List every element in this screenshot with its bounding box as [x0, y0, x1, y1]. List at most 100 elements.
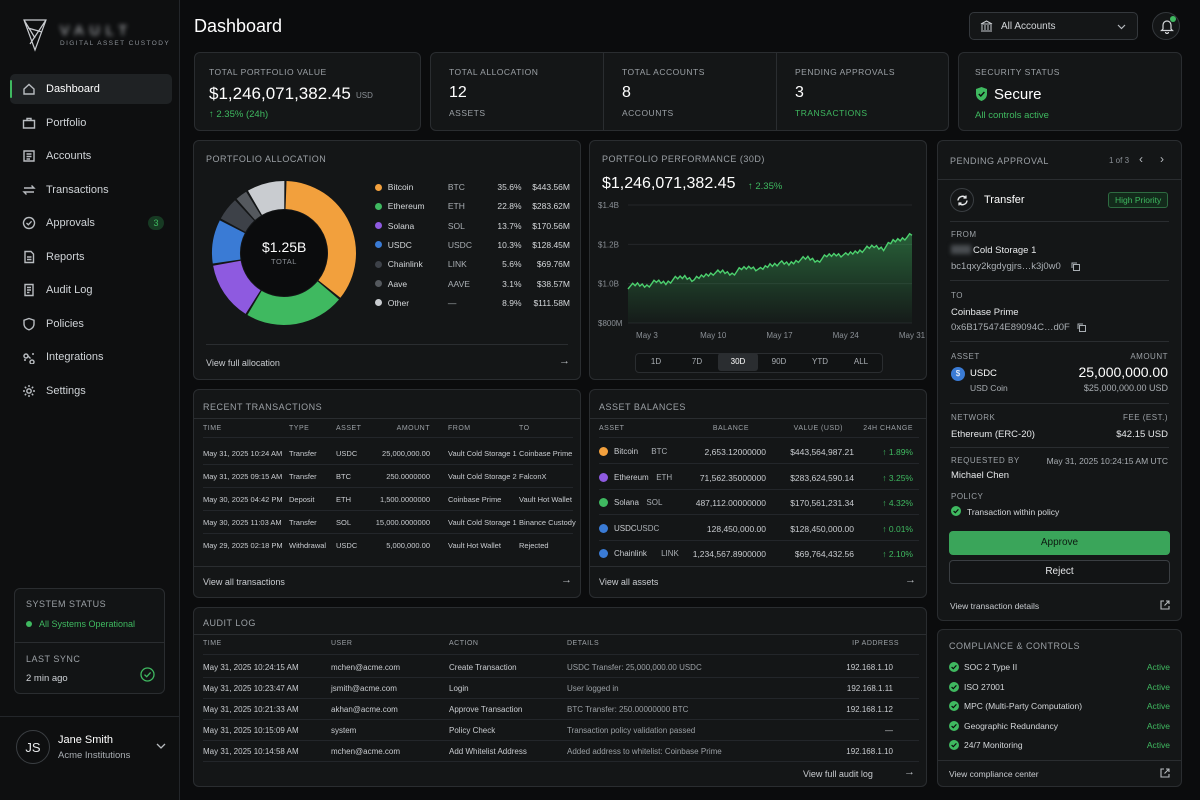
asset-ticker: ETH [447, 201, 465, 212]
table-row[interactable]: May 29, 2025 02:18 PM Withdrawal USDC 5,000… [203, 534, 573, 557]
sidebar-item-dashboard[interactable]: Dashboard [10, 74, 172, 104]
range-7d-button[interactable]: 7D [691, 357, 703, 366]
sidebar-item-label: Audit Log [46, 284, 93, 296]
view-all-assets-link[interactable]: View all assets [599, 577, 659, 587]
table-row[interactable]: Solana SOL 487,112.00000000 $170,561,231.34… [599, 490, 919, 515]
chevron-down-icon[interactable] [156, 742, 166, 750]
column-header: TIME [203, 640, 222, 647]
table-header-row: TIME USER ACTION DETAILS IP ADDRESS [203, 635, 919, 655]
allocation-legend-row: Ethereum ETH 22.8% $283.62M [375, 199, 570, 213]
kpi-pending-sub[interactable]: TRANSACTIONS [795, 108, 868, 118]
kpi-portfolio-unit: USD [356, 91, 373, 100]
range-1d-button[interactable]: 1D [650, 357, 662, 366]
range-30d-button[interactable]: 30D [718, 353, 758, 371]
table-row[interactable]: USDC USDC 128,450,000.00 $128,450,000.00 ↑ 0… [599, 516, 919, 541]
chevron-right-icon[interactable]: › [1160, 152, 1164, 166]
table-cell: mchen@acme.com [331, 747, 401, 756]
table-row[interactable]: Bitcoin BTC 2,653.12000000 $443,564,987.21 ↑… [599, 439, 919, 464]
external-link-icon[interactable] [1160, 768, 1170, 778]
sidebar-item-portfolio[interactable]: Portfolio [10, 108, 172, 138]
asset-ticker: — [447, 297, 457, 308]
compliance-status: Active [1146, 740, 1170, 750]
view-all-transactions-link[interactable]: View all transactions [203, 577, 285, 587]
range-90d-button[interactable]: 90D [771, 357, 787, 366]
table-cell: Transaction policy validation passed [567, 726, 696, 735]
range-selector [635, 353, 883, 373]
avatar[interactable]: JS [16, 730, 50, 764]
chevron-left-icon[interactable]: ‹ [1139, 152, 1143, 166]
asset-ticker: ETH [656, 472, 673, 482]
sidebar-item-integrations[interactable]: Integrations [10, 342, 172, 372]
asset-change: ↑ 0.01% [882, 523, 913, 534]
sidebar-item-accounts[interactable]: Accounts [10, 141, 172, 171]
approve-button[interactable]: Approve [949, 531, 1170, 555]
table-cell: USDC [336, 541, 358, 550]
notifications-button[interactable] [1152, 12, 1180, 40]
to-address: 0x6B175474E89094C…d0F [951, 322, 1070, 333]
check-icon [949, 720, 959, 731]
table-row[interactable]: May 31, 2025 10:24:15 AM mchen@acme.com Cr… [203, 657, 919, 678]
table-cell: Login [449, 684, 469, 693]
x-tick-label: May 31 [899, 331, 926, 340]
asset-ticker: LINK [447, 259, 467, 270]
table-cell: May 29, 2025 02:18 PM [203, 541, 283, 550]
sidebar: VAULT DIGITAL ASSET CUSTODY Dashboard Por… [0, 0, 180, 800]
table-row[interactable]: May 31, 2025 10:14:58 AM mchen@acme.com Ad… [203, 741, 919, 762]
column-header: AMOUNT [396, 425, 430, 432]
view-compliance-center-link[interactable]: View compliance center [949, 769, 1039, 779]
account-select[interactable]: All Accounts [969, 12, 1138, 40]
table-cell: akhan@acme.com [331, 705, 398, 714]
requested-by: Michael Chen [951, 470, 1010, 481]
table-cell: Vault Cold Storage 1 [448, 449, 517, 458]
table-row[interactable]: May 30, 2025 11:03 AM Transfer SOL 15,000.0… [203, 511, 576, 534]
copy-icon[interactable] [1077, 323, 1086, 332]
asset-ticker: BTC [447, 182, 465, 192]
range-ytd-button[interactable]: YTD [812, 357, 828, 366]
arrow-right-icon[interactable]: → [559, 355, 570, 367]
sidebar-item-settings[interactable]: Settings [10, 376, 172, 406]
column-header: FROM [448, 425, 471, 432]
table-cell: SOL [336, 518, 352, 527]
external-link-icon[interactable] [1160, 600, 1170, 610]
table-cell: USDC [336, 449, 358, 458]
asset-name: Bitcoin [387, 182, 414, 192]
view-full-audit-log-link[interactable]: View full audit log [803, 769, 873, 779]
table-row[interactable]: May 31, 2025 09:15 AM Transfer BTC 250.0000… [203, 465, 573, 488]
asset-name: USDC [387, 239, 412, 250]
table-cell: FalconX [519, 472, 547, 481]
x-tick-label: May 17 [766, 331, 793, 340]
sidebar-item-transactions[interactable]: Transactions [10, 175, 172, 205]
table-cell: Transfer [289, 449, 317, 458]
table-row[interactable]: May 31, 2025 10:23:47 AM jsmith@acme.com L… [203, 678, 919, 699]
column-header: IP ADDRESS [852, 640, 899, 647]
table-row[interactable]: Chainlink LINK 1,234,567.8900000 $69,764,43… [599, 541, 919, 566]
asset-value: $170,561,231.34 [790, 498, 854, 508]
sidebar-item-audit-log[interactable]: Audit Log [10, 275, 172, 305]
compliance-list: SOC 2 Type II Active ISO 27001 Active MPC (M… [938, 654, 1181, 754]
approvals-count-badge: 3 [148, 216, 164, 230]
table-row[interactable]: Ethereum ETH 71,562.35000000 $283,624,590.1… [599, 465, 919, 490]
sidebar-item-approvals[interactable]: Approvals 3 [10, 208, 172, 238]
table-row[interactable]: May 30, 2025 04:42 PM Deposit ETH 1,500.000… [203, 488, 573, 511]
sidebar-item-policies[interactable]: Policies [10, 309, 172, 339]
arrow-right-icon[interactable]: → [905, 574, 916, 586]
copy-icon[interactable] [1071, 262, 1080, 271]
kpi-accounts-value: 8 [622, 84, 631, 101]
range-all-button[interactable]: ALL [853, 357, 869, 366]
sidebar-item-label: Policies [46, 317, 84, 330]
asset-name: USDC [970, 368, 997, 379]
table-row[interactable]: May 31, 2025 10:15:09 AM system Policy Che… [203, 720, 919, 741]
view-transaction-details-link[interactable]: View transaction details [950, 601, 1040, 611]
asset-full-name: USD Coin [970, 383, 1008, 393]
table-row[interactable]: May 31, 2025 10:21:33 AM akhan@acme.com Ap… [203, 699, 919, 720]
accounts-icon [23, 150, 35, 162]
arrow-right-icon[interactable]: → [904, 766, 915, 778]
performance-change: ↑ 2.35% [748, 181, 783, 192]
bell-icon [1160, 20, 1174, 34]
ethereum-dot-icon [375, 202, 382, 210]
reject-button[interactable]: Reject [949, 560, 1170, 584]
view-full-allocation-link[interactable]: View full allocation [206, 358, 280, 368]
table-row[interactable]: May 31, 2025 10:24 AM Transfer USDC 25,000,… [203, 442, 573, 465]
arrow-right-icon[interactable]: → [561, 574, 572, 586]
sidebar-item-reports[interactable]: Reports [10, 242, 172, 272]
